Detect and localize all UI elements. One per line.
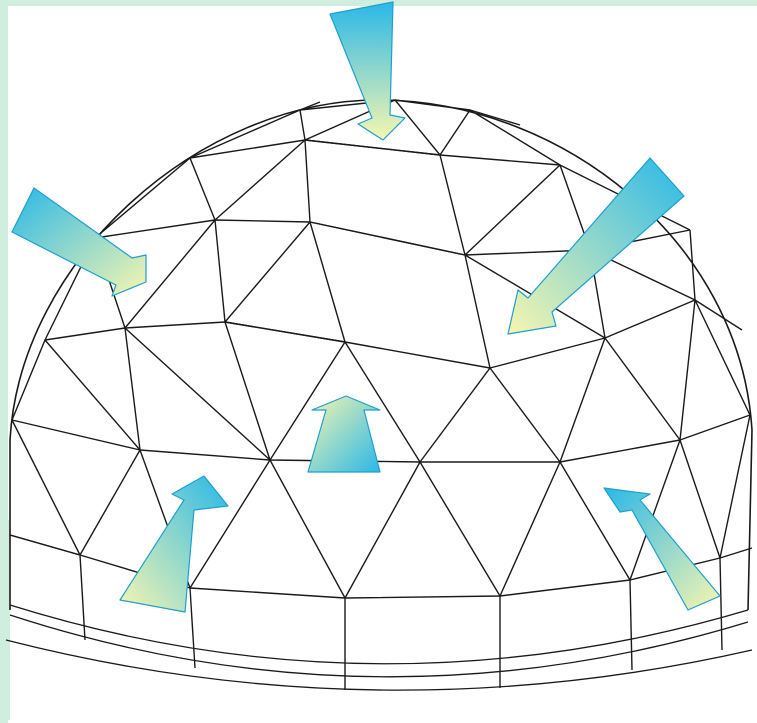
force-arrows bbox=[11, 1, 721, 613]
arrow-upper-right bbox=[507, 157, 685, 335]
frame-tint-left bbox=[0, 0, 8, 723]
arrow-center bbox=[307, 395, 381, 473]
frame-tint-top bbox=[0, 0, 757, 6]
arrow-lower-left bbox=[119, 475, 229, 613]
frame-tint-left-lower bbox=[0, 520, 10, 720]
arrow-top bbox=[329, 1, 406, 141]
arrow-upper-left bbox=[11, 187, 147, 297]
dome-base bbox=[5, 604, 753, 691]
arrow-lower-right bbox=[603, 487, 721, 611]
